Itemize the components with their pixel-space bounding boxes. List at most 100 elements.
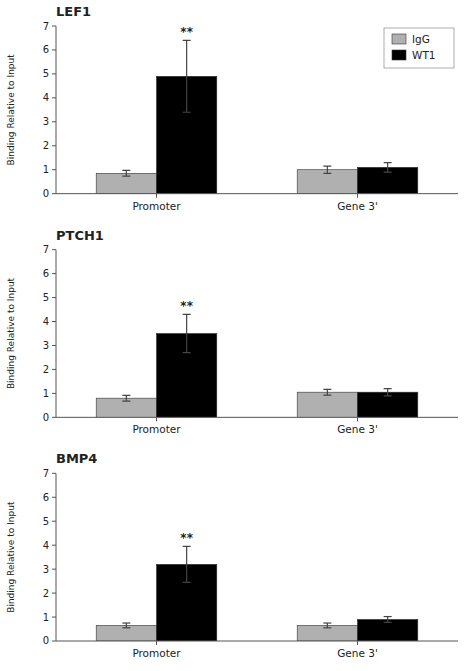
- error-bar-stem: [186, 546, 187, 582]
- chart: BMP401234567Binding Relative to InputPro…: [6, 451, 458, 659]
- error-bar-stem: [186, 40, 187, 112]
- legend-frame: [384, 28, 454, 68]
- error-bar-cap: [183, 546, 191, 547]
- x-tick-label: Promoter: [132, 423, 181, 435]
- bar: [358, 619, 418, 641]
- annotation: **: [180, 25, 193, 39]
- x-tick-label: Promoter: [132, 200, 181, 212]
- x-tick: [357, 641, 358, 645]
- error-bar-stem: [327, 166, 328, 173]
- chart-title: BMP4: [56, 451, 97, 466]
- bar: [96, 398, 156, 417]
- x-axis-line: [56, 193, 458, 194]
- y-tick-label: 4: [43, 92, 49, 103]
- error-bar: [183, 40, 191, 112]
- error-bar-cap: [384, 172, 392, 173]
- error-bar-cap: [122, 400, 130, 401]
- error-bar-cap: [323, 627, 331, 628]
- error-bar-cap: [323, 394, 331, 395]
- y-tick: [52, 169, 56, 170]
- y-tick-label: 5: [43, 516, 49, 527]
- x-tick: [357, 417, 358, 421]
- y-tick-label: 5: [43, 68, 49, 79]
- error-bar: [183, 314, 191, 352]
- plot-area: [96, 40, 418, 193]
- error-bar-cap: [183, 40, 191, 41]
- annotation: **: [180, 531, 193, 545]
- error-bar: [384, 617, 392, 623]
- error-bar-cap: [384, 616, 392, 617]
- legend-swatch: [392, 34, 406, 44]
- y-tick: [52, 497, 56, 498]
- bar: [358, 392, 418, 417]
- error-bar: [183, 546, 191, 582]
- plot-area: [96, 314, 418, 417]
- y-axis-line: [56, 250, 57, 418]
- error-bar: [122, 395, 130, 401]
- x-tick-label: Gene 3': [337, 423, 378, 435]
- error-bar-stem: [126, 170, 127, 176]
- y-tick-label: 2: [43, 140, 49, 151]
- y-tick: [52, 393, 56, 394]
- bar: [297, 392, 357, 417]
- error-bar-stem: [387, 163, 388, 173]
- error-bar-stem: [327, 389, 328, 395]
- error-bar: [384, 163, 392, 173]
- x-tick-label: Gene 3': [337, 647, 378, 659]
- y-tick-label: 3: [43, 564, 49, 575]
- bar: [96, 625, 156, 641]
- y-tick: [52, 73, 56, 74]
- chart: PTCH101234567Binding Relative to InputPr…: [6, 228, 458, 436]
- x-tick: [357, 194, 358, 198]
- chart: LEF101234567Binding Relative to InputPro…: [6, 4, 458, 212]
- x-tick: [156, 417, 157, 421]
- x-tick-label: Gene 3': [337, 200, 378, 212]
- error-bar-cap: [122, 622, 130, 623]
- y-axis-label: Binding Relative to Input: [6, 277, 16, 389]
- legend-label: WT1: [412, 49, 435, 61]
- error-bar-cap: [323, 389, 331, 390]
- y-tick-label: 1: [43, 164, 49, 175]
- y-tick: [52, 593, 56, 594]
- y-tick: [52, 49, 56, 50]
- y-tick-label: 7: [43, 244, 49, 255]
- y-tick: [52, 97, 56, 98]
- y-tick: [52, 193, 56, 194]
- error-bar-stem: [186, 314, 187, 352]
- legend-label: IgG: [412, 33, 430, 45]
- error-bar: [384, 389, 392, 396]
- y-tick: [52, 545, 56, 546]
- x-axis-line: [56, 641, 458, 642]
- x-tick: [156, 194, 157, 198]
- error-bar-cap: [323, 173, 331, 174]
- error-bar: [323, 623, 331, 628]
- y-tick: [52, 273, 56, 274]
- error-bar-cap: [183, 314, 191, 315]
- y-tick: [52, 345, 56, 346]
- y-tick: [52, 297, 56, 298]
- y-tick: [52, 321, 56, 322]
- legend-swatch: [392, 50, 406, 60]
- y-tick-label: 1: [43, 612, 49, 623]
- error-bar: [122, 170, 130, 176]
- y-tick-label: 7: [43, 468, 49, 479]
- bar: [297, 170, 357, 194]
- y-tick: [52, 26, 56, 27]
- plot-area: [96, 546, 418, 641]
- y-axis-label: Binding Relative to Input: [6, 54, 16, 166]
- y-tick-label: 6: [43, 268, 49, 279]
- y-axis-label: Binding Relative to Input: [6, 501, 16, 613]
- y-tick: [52, 641, 56, 642]
- y-tick: [52, 473, 56, 474]
- error-bar-stem: [327, 623, 328, 628]
- y-tick-label: 2: [43, 588, 49, 599]
- error-bar-cap: [384, 395, 392, 396]
- x-axis-line: [56, 417, 458, 418]
- legend: IgG WT1: [384, 28, 454, 68]
- y-tick-label: 3: [43, 340, 49, 351]
- y-tick-label: 6: [43, 492, 49, 503]
- error-bar-stem: [387, 389, 388, 396]
- x-tick: [156, 641, 157, 645]
- y-tick: [52, 249, 56, 250]
- error-bar: [122, 623, 130, 628]
